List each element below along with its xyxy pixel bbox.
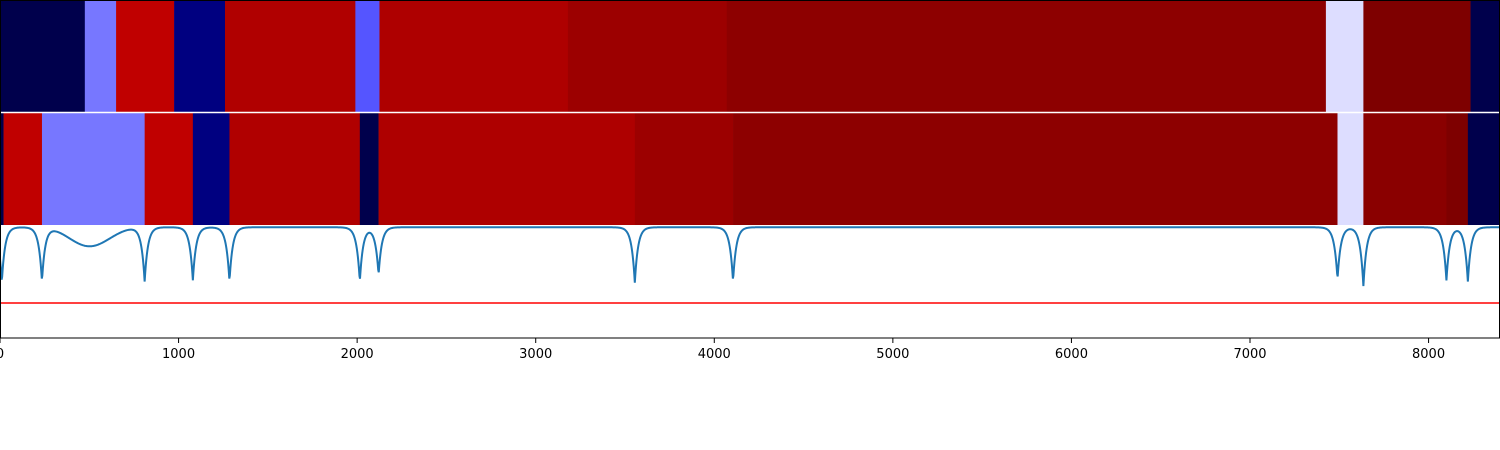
x-tick-label-4000: 4000 <box>698 347 731 362</box>
heatmap-cell-r1-s0 <box>0 112 4 225</box>
x-tick-label-7000: 7000 <box>1233 347 1266 362</box>
heatmap-cell-r1-s10 <box>1337 112 1364 225</box>
heatmap-cell-r0-s5 <box>355 0 380 113</box>
heatmap-cell-r1-s1 <box>3 112 43 225</box>
x-tick-label-0: 0 <box>0 347 4 362</box>
heatmap-cell-r0-s0 <box>0 0 86 113</box>
x-axis: 0 1000 2000 3000 4000 5000 6000 7000 8000 <box>0 338 1445 362</box>
x-tick-label-1000: 1000 <box>162 347 195 362</box>
heatmap-row-top <box>0 0 1500 113</box>
heatmap-cell-r1-s9 <box>733 112 1338 225</box>
heatmap-cell-r0-s2 <box>116 0 175 113</box>
heatmap-cell-r0-s8 <box>726 0 1327 113</box>
heatmap-cell-r1-s4 <box>192 112 230 225</box>
x-tick-label-2000: 2000 <box>341 347 374 362</box>
x-tick-label-5000: 5000 <box>876 347 909 362</box>
signal-line <box>0 226 1500 287</box>
heatmap-cell-r0-s9 <box>1325 0 1364 113</box>
heatmap-cell-r0-s1 <box>84 0 117 113</box>
heatmap-cell-r1-s2 <box>41 112 145 225</box>
x-tick-label-6000: 6000 <box>1055 347 1088 362</box>
heatmap-cell-r1-s13 <box>1467 112 1500 225</box>
heatmap-cell-r1-s11 <box>1363 112 1447 225</box>
heatmap-cell-r1-s7 <box>378 112 636 225</box>
signal-panel <box>0 226 1500 304</box>
heatmap-cell-r0-s6 <box>379 0 569 113</box>
heatmap-cell-r1-s12 <box>1446 112 1469 225</box>
heatmap-cell-r0-s7 <box>567 0 728 113</box>
heatmap-cell-r0-s10 <box>1363 0 1471 113</box>
heatmap-cell-r1-s3 <box>144 112 194 225</box>
x-tick-label-8000: 8000 <box>1412 347 1445 362</box>
heatmap-cell-r0-s4 <box>225 0 356 113</box>
heatmap-row-bottom <box>0 112 1500 225</box>
heatmap-cell-r0-s3 <box>174 0 226 113</box>
x-tick-label-3000: 3000 <box>519 347 552 362</box>
heatmap-cell-r1-s5 <box>229 112 361 225</box>
heatmap-cell-r0-s11 <box>1470 0 1500 113</box>
heatmap-cell-r1-s6 <box>359 112 379 225</box>
heatmap-cell-r1-s8 <box>634 112 734 225</box>
